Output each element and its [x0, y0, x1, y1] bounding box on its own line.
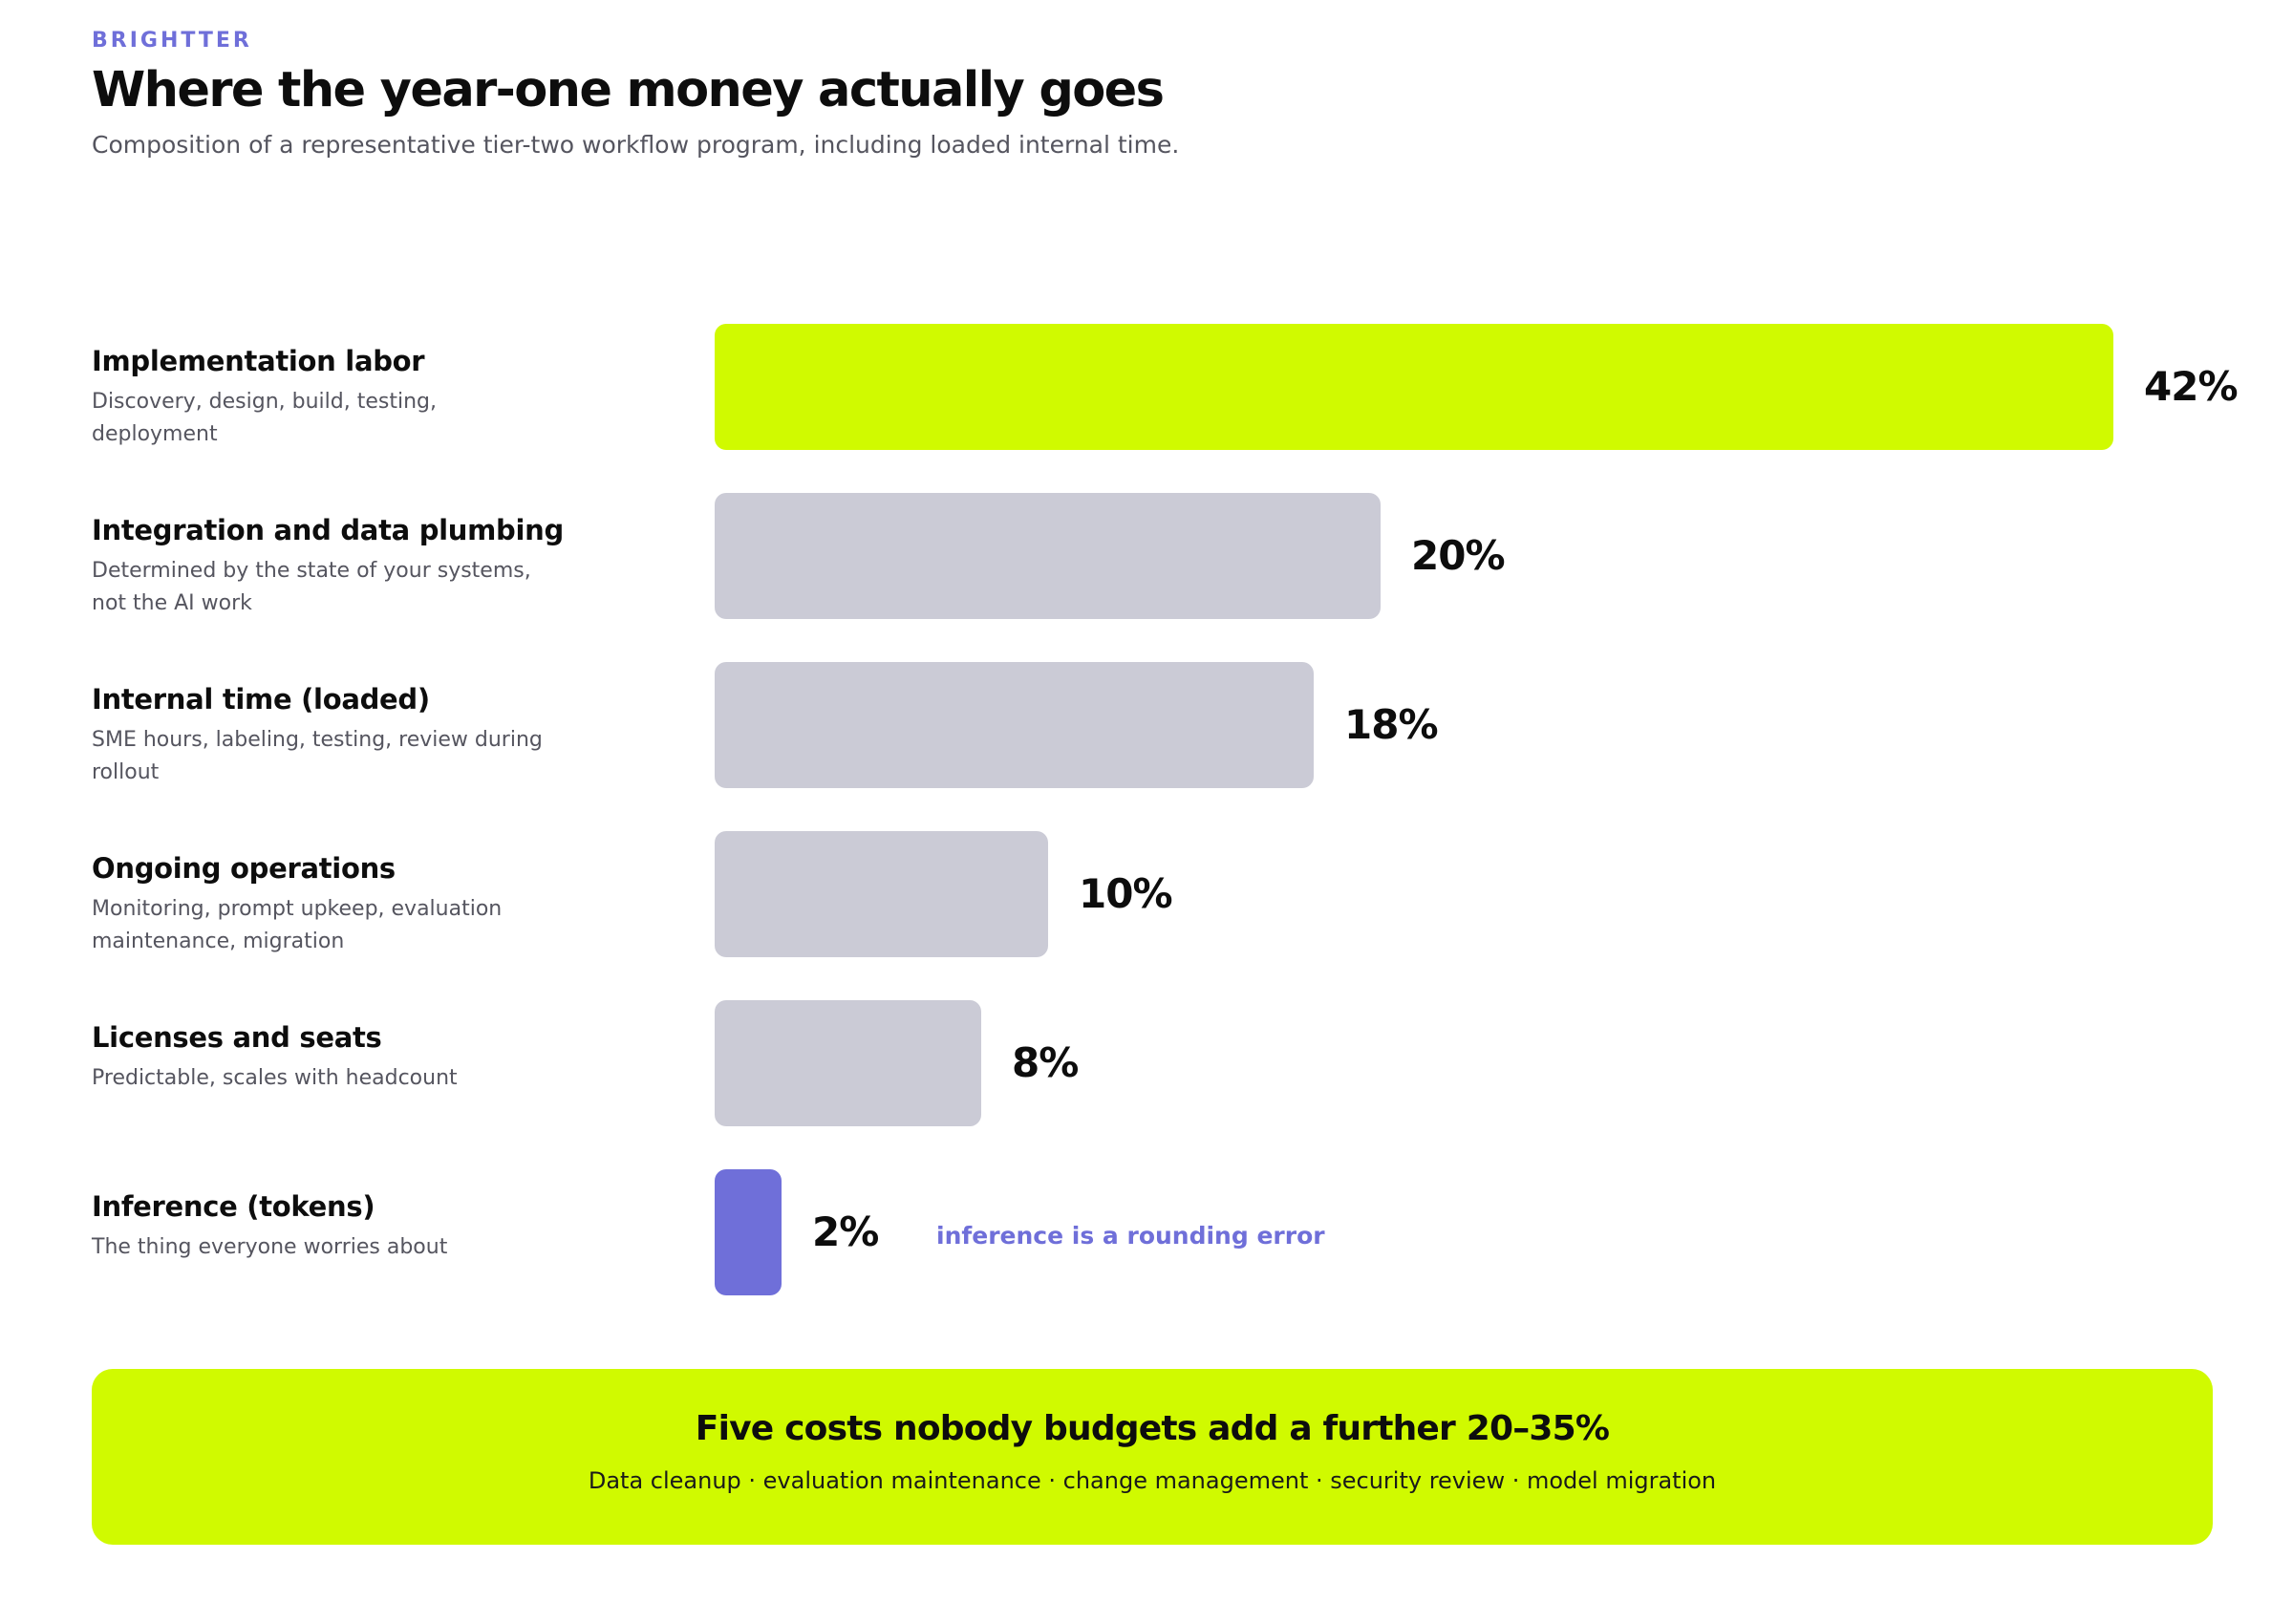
bar: [715, 324, 2113, 450]
callout-text: Data cleanup · evaluation maintenance · …: [588, 1467, 1717, 1494]
category-description: Predictable, scales with headcount: [92, 1066, 458, 1090]
bar: [715, 831, 1048, 957]
category-description: Discovery, design, build, testing, deplo…: [92, 390, 437, 446]
header: BRIGHTTER Where the year-one money actua…: [92, 29, 2194, 159]
value-label: 42%: [2144, 363, 2239, 410]
brand-label: BRIGHTTER: [92, 29, 252, 53]
category-label: Integration and data plumbing: [92, 514, 564, 546]
callout-banner: Five costs nobody budgets add a further …: [92, 1369, 2213, 1545]
value-label: 8%: [1012, 1039, 1079, 1086]
category-label: Licenses and seats: [92, 1021, 382, 1054]
bar: [715, 493, 1381, 619]
page-subtitle: Composition of a representative tier-two…: [92, 131, 1180, 160]
category-description: Monitoring, prompt upkeep, evaluation ma…: [92, 897, 503, 953]
value-label: 20%: [1411, 532, 1506, 579]
value-label: 18%: [1344, 701, 1439, 748]
bar-chart: Implementation labor Discovery, design, b…: [92, 324, 2239, 1295]
bar-annotation: inference is a rounding error: [936, 1222, 1325, 1250]
bar: [715, 1000, 981, 1126]
category-description: Determined by the state of your systems,…: [92, 559, 531, 615]
category-label: Internal time (loaded): [92, 683, 430, 716]
value-label: 10%: [1079, 870, 1173, 917]
category-description: SME hours, labeling, testing, review dur…: [92, 728, 543, 784]
value-label: 2%: [812, 1208, 879, 1255]
callout-title: Five costs nobody budgets add a further …: [695, 1409, 1610, 1448]
category-label: Inference (tokens): [92, 1190, 375, 1223]
page-title: Where the year-one money actually goes: [92, 62, 1165, 118]
bar: [715, 1169, 782, 1295]
bar: [715, 662, 1314, 788]
category-label: Ongoing operations: [92, 852, 396, 885]
category-description: The thing everyone worries about: [92, 1235, 448, 1259]
category-label: Implementation labor: [92, 345, 425, 377]
